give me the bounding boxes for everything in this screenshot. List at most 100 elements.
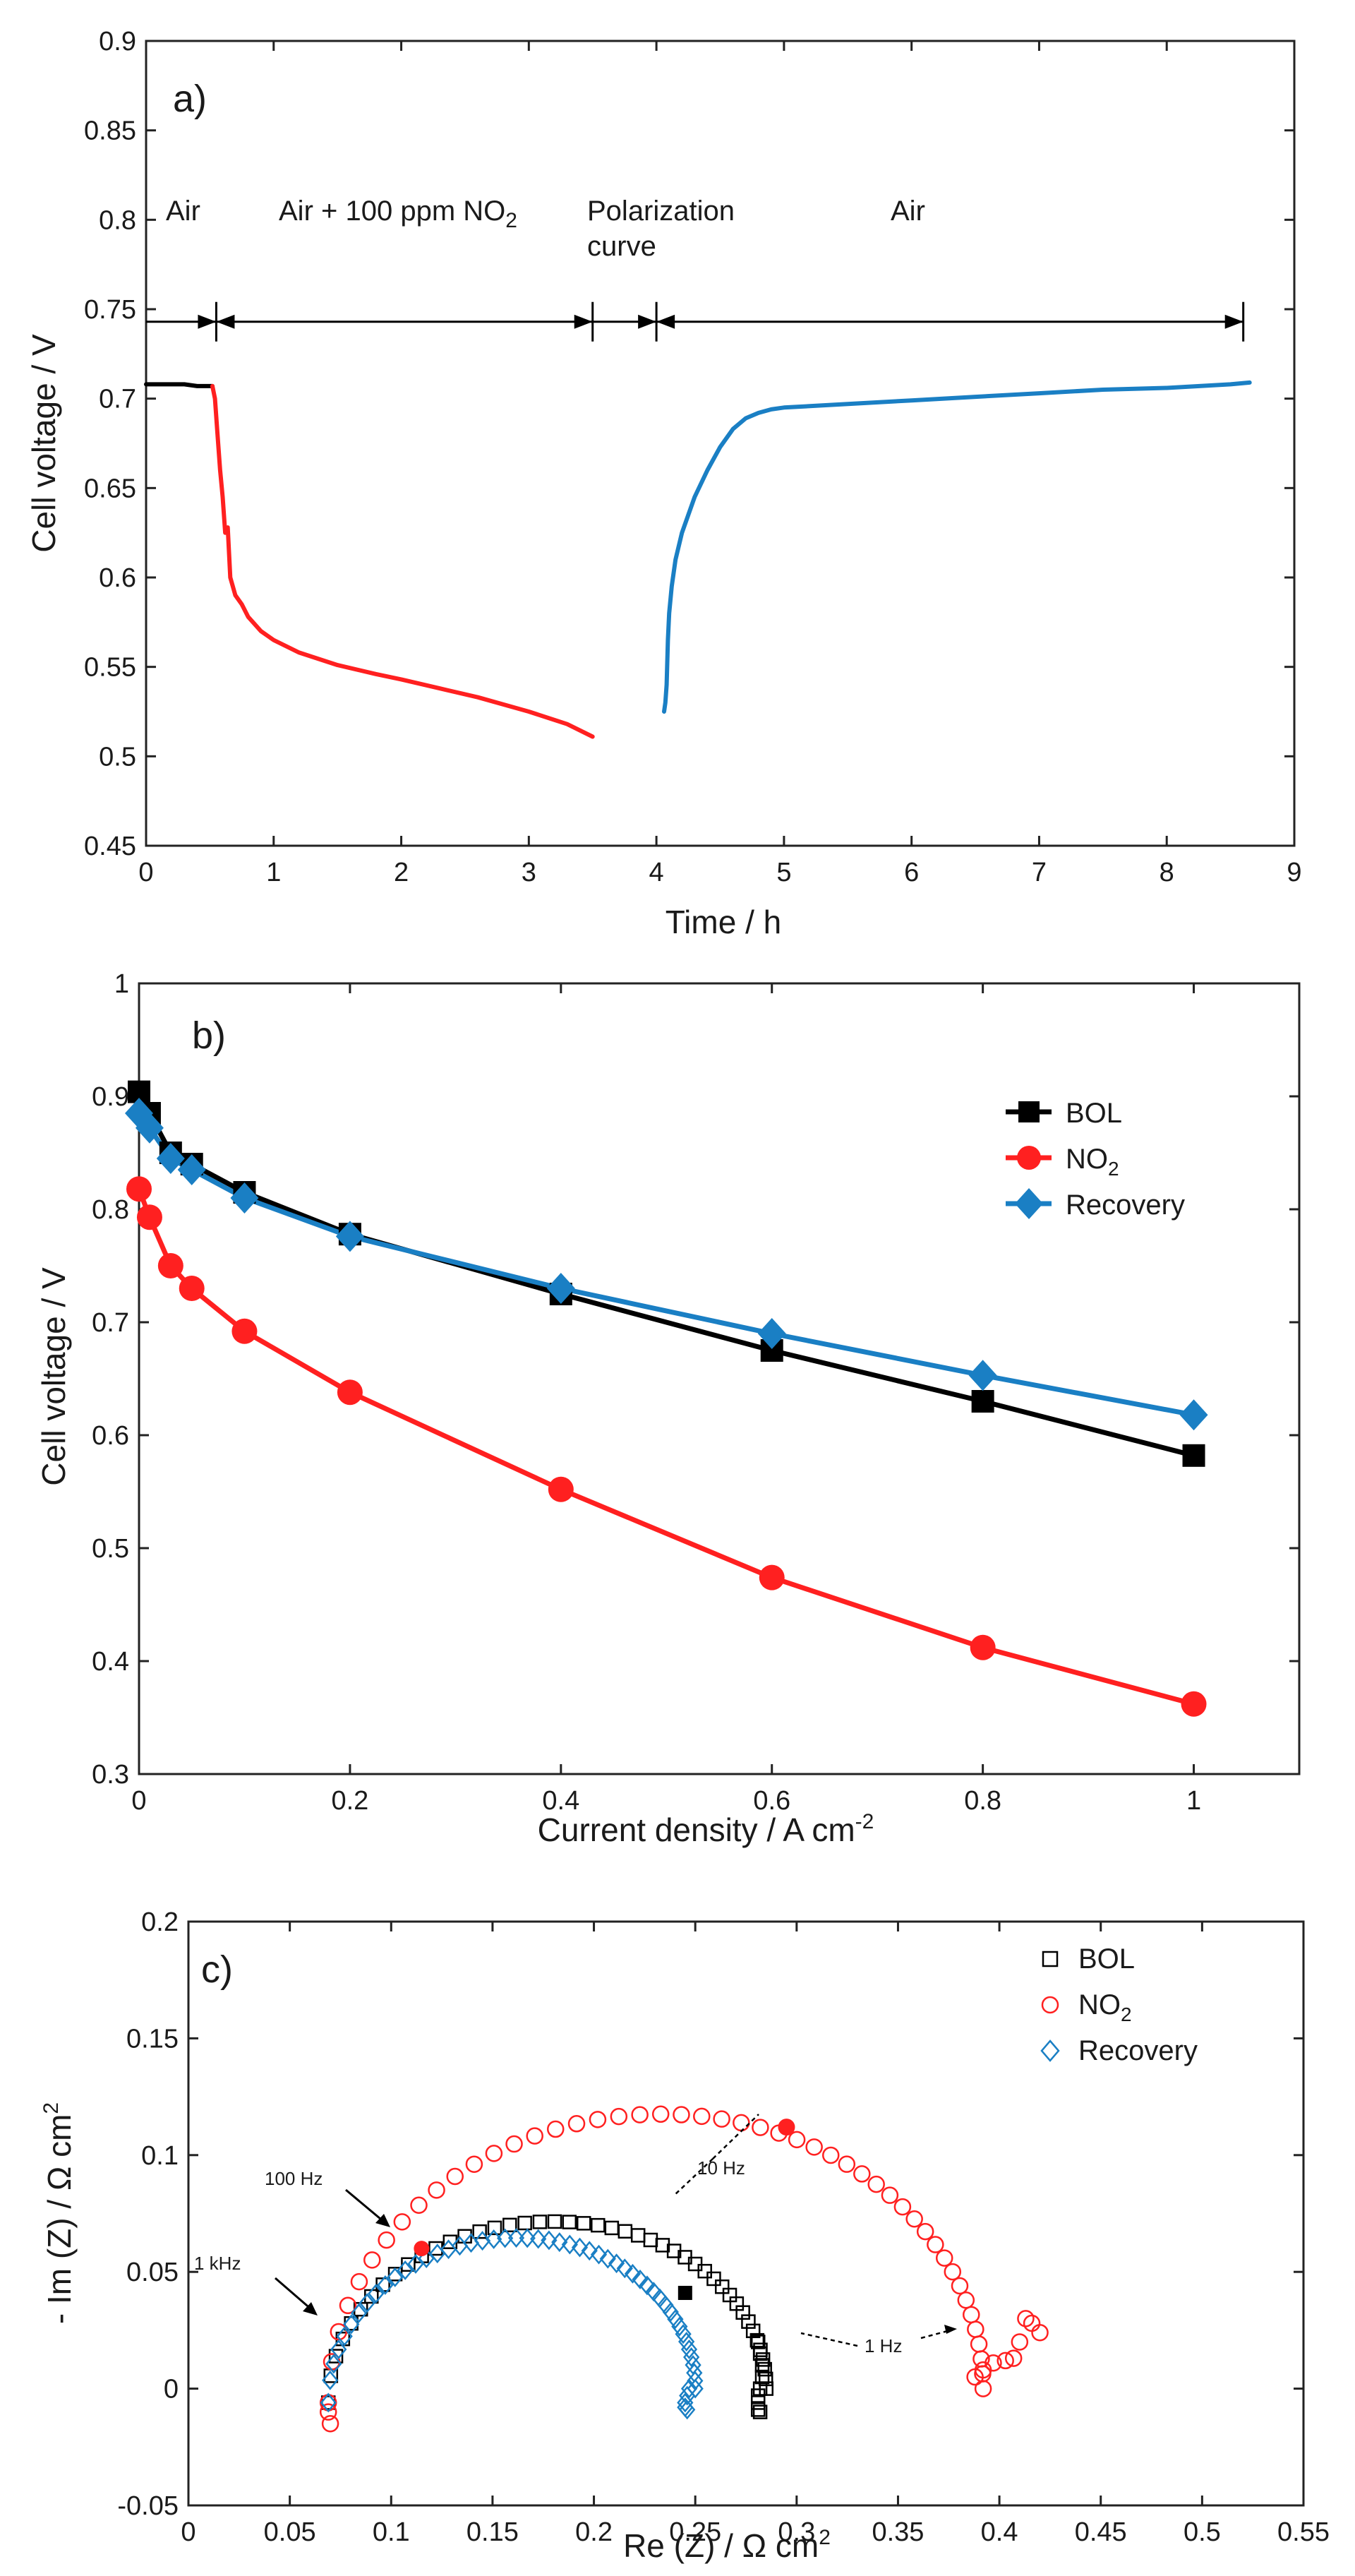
panel-b: 0 0.2 0.4 0.6 0.8 10.30.40.50.60.70.80.91 b) … [35,969,1301,1848]
panel-b-legend: BOL NO2 Recovery [1006,1098,1185,1221]
c-point-bol-33 [714,2279,730,2294]
b-ytick-label-5: 0.8 [92,1195,129,1225]
panel-c-frame [187,1920,1305,2507]
c-point-no2-19 [631,2106,649,2123]
c-tail-bol-8 [752,2404,768,2419]
phase-label-curve: curve [587,231,656,262]
b-point-recovery-6 [546,1273,575,1304]
phase-label-polarization: Polarization [587,196,735,227]
a-xtick-label-0: 0 [138,858,153,887]
c-point-no2-16 [567,2115,586,2133]
phase-label-air-recovery: Air [891,196,925,227]
a-ytick-label-1: 0.5 [99,742,136,772]
panel-a-ticks: 0 1 2 3 4 5 6 7 8 9 0.45 0.5 0.55 0.6 0.65 0.7 0.75 0.8 0.… [84,27,1302,887]
panel-b-frame [138,982,1301,1775]
c-point-no2-11 [465,2155,483,2173]
c-point-no2-30 [838,2155,856,2173]
c-ytick-label-1: 0 [164,2375,179,2404]
c-point-bol-42 [757,2361,772,2377]
c-tail-recovery-4 [679,2400,696,2420]
c-point-no2-6 [378,2231,395,2249]
c-point-no2-0 [319,2394,337,2412]
a-xtick-label-6: 6 [904,858,919,887]
panel-a-frame [145,40,1296,847]
c-extra-no2-1 [321,2414,339,2433]
a-ytick-label-5: 0.7 [99,385,136,414]
c-xtick-label-7: 0.35 [872,2517,924,2547]
c-point-no2-15 [546,2120,565,2138]
c-xtick-label-0: 0 [181,2517,195,2547]
c-point-no2-38 [935,2249,953,2267]
c-point-no2-28 [805,2138,823,2156]
c-point-recovery-11 [397,2260,414,2280]
b-point-no2-4 [231,1318,258,1344]
b-point-no2-3 [179,1276,205,1301]
legend-c-recovery-label: Recovery [1078,2035,1198,2066]
c-highlight-bol [678,2285,692,2300]
c-point-recovery-35 [639,2275,656,2296]
a-arrowhead-3-left [656,314,675,329]
b-xtick-label-0: 0 [131,1786,146,1816]
c-xtick-label-4: 0.2 [575,2517,613,2547]
c-point-recovery-23 [530,2229,547,2249]
c-point-bol-24 [618,2224,633,2239]
a-arrowhead-3-right [1224,314,1243,329]
c-point-recovery-25 [551,2232,568,2253]
c-point-recovery-12 [407,2254,424,2274]
legend-c-bol-marker [1042,1951,1059,1967]
panel-a-ylabel: Cell voltage / V [25,334,62,553]
b-xtick-label-5: 1 [1186,1786,1201,1816]
phase-label-air: Air [166,196,200,227]
c-point-recovery-40 [667,2309,684,2330]
b-xtick-label-1: 0.2 [331,1786,368,1816]
c-xtick-label-2: 0.1 [373,2517,410,2547]
c-point-recovery-10 [387,2267,404,2287]
c-point-no2-31 [853,2165,871,2183]
c-point-bol-14 [472,2224,487,2239]
panel-a: 0 1 2 3 4 5 6 7 8 9 0.45 0.5 0.55 0.6 0.65 0.7 0.75 0.8 0.… [25,27,1302,940]
panel-b-xlabel: Current density / A cm-2 [538,1810,874,1848]
c-point-no2-10 [446,2167,464,2186]
freq-arrowhead-100hz [375,2214,390,2227]
c-point-bol-23 [604,2220,620,2236]
c-point-no2-17 [589,2111,607,2128]
c-point-no2-25 [752,2119,769,2136]
c-point-no2-29 [821,2146,840,2164]
b-point-no2-6 [548,1476,574,1502]
legend-bol-label: BOL [1066,1098,1122,1129]
c-point-recovery-39 [662,2302,679,2322]
b-point-recovery-8 [968,1360,997,1391]
c-point-no2-4 [350,2272,368,2291]
b-ytick-label-2: 0.5 [92,1534,129,1564]
c-point-no2-5 [363,2251,381,2269]
c-ytick-label-3: 0.1 [141,2141,179,2171]
c-point-recovery-45 [683,2347,700,2367]
b-xtick-label-3: 0.6 [753,1786,790,1816]
c-point-recovery-21 [507,2228,525,2248]
b-point-recovery-4 [230,1182,259,1214]
c-tail-no2-8 [1031,2323,1049,2342]
panel-b-ylabel: Cell voltage / V [35,1267,72,1486]
c-point-recovery-41 [671,2316,688,2337]
a-arrowhead-1-left [216,314,235,329]
freq-label-100hz: 100 Hz [265,2168,323,2189]
a-arrowhead-0-right [198,314,217,329]
c-point-bol-37 [741,2314,756,2329]
a-series-line-1 [210,383,595,739]
c-point-recovery-7 [359,2293,375,2313]
b-ytick-label-1: 0.4 [92,1647,129,1677]
b-ytick-label-0: 0.3 [92,1760,129,1790]
b-point-bol-9 [1182,1444,1205,1467]
c-highlight-100hz-no2 [414,2241,430,2257]
c-tail-no2-2 [984,2354,1002,2372]
c-tail-bol-0 [750,2335,766,2349]
c-point-recovery-24 [541,2230,558,2251]
c-point-no2-37 [927,2236,944,2253]
b-point-bol-8 [971,1390,994,1413]
c-point-no2-14 [526,2127,543,2145]
c-point-recovery-31 [608,2253,625,2274]
c-point-bol-22 [591,2217,606,2233]
c-tail-no2-6 [1017,2310,1035,2328]
b-point-recovery-5 [335,1221,364,1252]
